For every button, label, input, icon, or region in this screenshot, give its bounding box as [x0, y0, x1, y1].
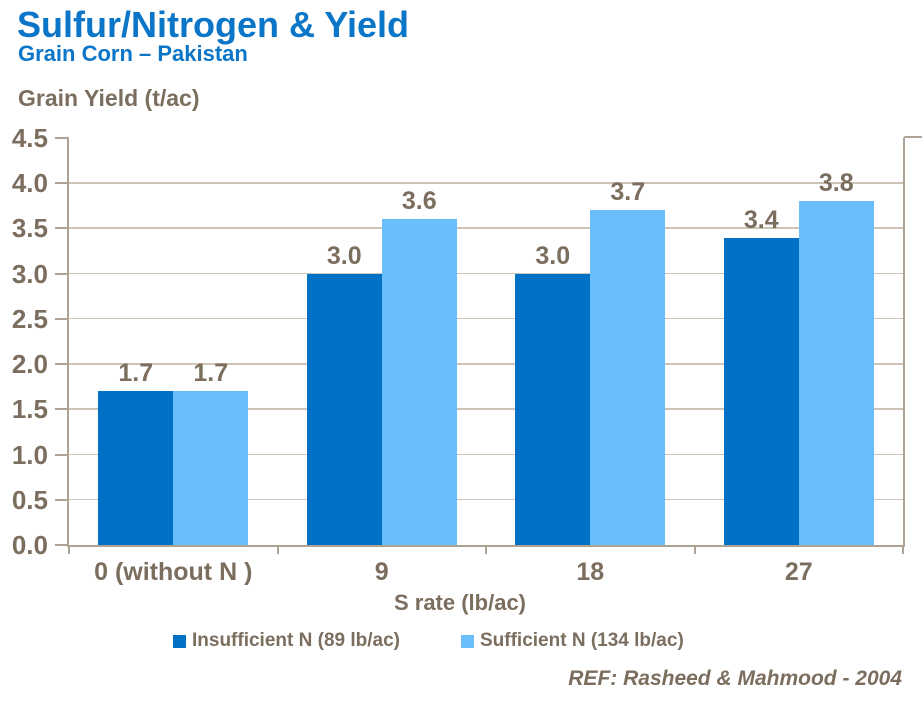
gridline: [69, 453, 903, 456]
y-tick-mark: [55, 182, 67, 185]
gridline: [69, 182, 903, 184]
bar-insufficient-n: [723, 237, 799, 545]
y-tick-label: 4.5: [11, 123, 48, 153]
bar-sufficient-n: [381, 219, 457, 545]
y-tick-mark: [55, 227, 67, 230]
bar-sufficient-n: [590, 210, 666, 545]
bar-insufficient-n: [98, 391, 174, 545]
y-axis-title: Grain Yield (t/ac): [18, 85, 200, 111]
x-category-label: 18: [576, 558, 605, 586]
x-tick-mark: [276, 547, 279, 554]
gridlines: [69, 138, 903, 545]
bar-value-label: 3.0: [535, 241, 571, 270]
bar-insufficient-n: [515, 273, 591, 545]
y-tick-label: 2.0: [11, 349, 48, 380]
legend-label: Sufficient N (134 lb/ac): [480, 630, 684, 651]
legend-item-insufficient-n: Insufficient N (89 lb/ac): [173, 630, 400, 652]
x-category-label: 27: [784, 558, 813, 586]
x-axis-title: S rate (lb/ac): [393, 590, 527, 615]
bar-insufficient-n: [306, 273, 382, 545]
y-tick-mark: [55, 498, 67, 501]
gridline: [69, 272, 903, 275]
y-tick-mark: [55, 137, 67, 139]
bar-value-label: 3.8: [818, 169, 854, 198]
bar-value-label: 3.6: [401, 187, 437, 216]
chart-title: Sulfur/Nitrogen & Yield: [17, 4, 410, 45]
bar-value-label: 3.7: [610, 178, 646, 207]
y-tick-label: 0.5: [11, 484, 48, 515]
legend-label: Insufficient N (89 lb/ac): [192, 630, 400, 651]
x-tick-mark: [485, 547, 487, 554]
gridline: [69, 498, 903, 501]
x-tick-mark: [68, 547, 70, 554]
y-tick-mark: [55, 272, 67, 275]
reference-text: REF: Rasheed & Mahmood - 2004: [568, 667, 902, 690]
x-tick-mark: [902, 547, 904, 554]
legend: Insufficient N (89 lb/ac) Sufficient N (…: [0, 630, 922, 654]
y-tick-mark: [55, 453, 67, 456]
y-tick-label: 3.5: [11, 213, 48, 244]
legend-swatch-light-blue-icon: [461, 634, 474, 648]
y-tick-label: 1.0: [11, 439, 48, 470]
bar-value-label: 3.4: [743, 205, 779, 234]
y-tick-label: 2.5: [11, 303, 48, 334]
y-tick-mark: [55, 408, 67, 411]
gridline: [69, 363, 903, 365]
y-tick-mark: [55, 544, 67, 546]
plot-area: 1.7 1.7 3.0 3.6 3.0 3.7 3.4 3.8: [67, 136, 905, 547]
y-tick-mark: [55, 363, 67, 366]
legend-item-sufficient-n: Sufficient N (134 lb/ac): [461, 630, 684, 652]
gridline: [69, 317, 903, 320]
y-tick-label: 4.0: [11, 168, 48, 199]
y-tick-label: 0.0: [11, 530, 48, 560]
gridline: [69, 227, 903, 230]
bar-value-label: 3.0: [326, 241, 362, 270]
gridline: [69, 408, 903, 410]
bar-sufficient-n: [798, 201, 874, 545]
bars-layer: 1.7 1.7 3.0 3.6 3.0 3.7 3.4 3.8: [69, 138, 903, 545]
y-tick-mark: [55, 317, 67, 320]
x-category-label: 0 (without N ): [94, 558, 253, 586]
bar-value-label: 1.7: [193, 359, 229, 388]
y-tick-label: 1.5: [11, 394, 48, 425]
x-tick-mark: [693, 547, 696, 554]
chart-subtitle: Grain Corn – Pakistan: [18, 41, 248, 66]
legend-swatch-dark-blue-icon: [173, 634, 186, 648]
x-category-label: 9: [374, 558, 389, 586]
bar-sufficient-n: [173, 391, 249, 545]
y-tick-label: 3.0: [11, 258, 48, 289]
bar-value-label: 1.7: [118, 359, 154, 388]
